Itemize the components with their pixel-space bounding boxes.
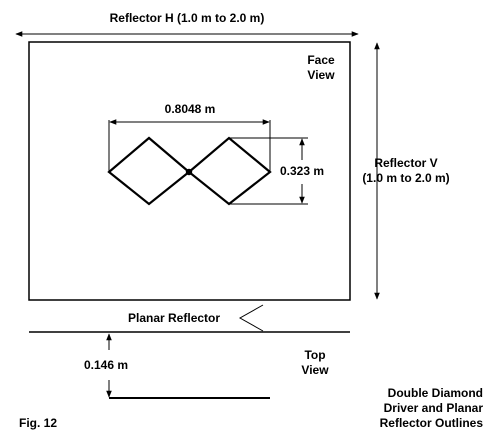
- reflector-h-label: Reflector H (1.0 m to 2.0 m): [109, 11, 265, 25]
- face-view-label-line2: View: [307, 68, 335, 82]
- caption-line1: Double Diamond: [387, 386, 483, 400]
- driver-width-label: 0.8048 m: [164, 102, 216, 116]
- right-diamond-element: [187, 136, 272, 206]
- face-view-label-line1: Face: [307, 53, 335, 67]
- spacing-label: 0.146 m: [84, 358, 129, 372]
- figure-number: Fig. 12: [19, 416, 58, 430]
- driver-height-label: 0.323 m: [280, 164, 325, 178]
- top-view-label-line1: Top: [304, 348, 326, 362]
- reflector-v-label-line1: Reflector V: [374, 156, 438, 170]
- reflector-face-outline: [28, 41, 351, 301]
- caption-line2: Driver and Planar: [383, 401, 483, 415]
- planar-reflector-label: Planar Reflector: [128, 311, 221, 325]
- reflector-v-label-line2: (1.0 m to 2.0 m): [362, 171, 450, 185]
- feedpoint-dot: [185, 168, 193, 176]
- top-view-label-line2: View: [301, 363, 329, 377]
- caption-line3: Reflector Outlines: [379, 416, 483, 430]
- left-diamond-element: [107, 136, 191, 206]
- planar-reflector-pointer: [238, 304, 264, 332]
